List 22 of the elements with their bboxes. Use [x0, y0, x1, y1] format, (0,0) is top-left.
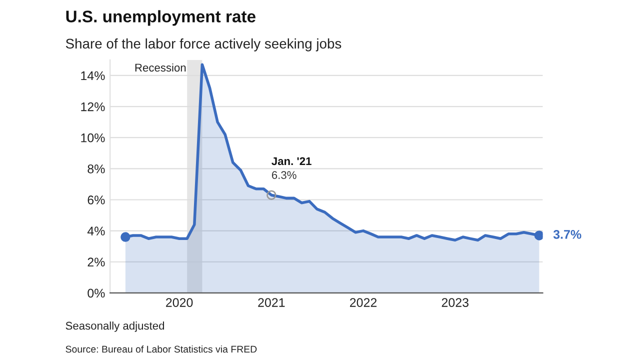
chart-title: U.S. unemployment rate	[66, 10, 256, 26]
band-label: Recession	[135, 63, 186, 72]
point	[534, 230, 543, 240]
y-tick-label: 2%	[88, 258, 105, 266]
data-label: 6.3%	[272, 171, 296, 180]
data-label: 3.7%	[553, 230, 582, 239]
y-tick-label: 10%	[81, 133, 105, 142]
source-note: Source: Bureau of Labor Statistics via FRED	[66, 345, 257, 353]
y-tick-label: 8%	[88, 164, 105, 174]
x-tick-label: 2022	[350, 298, 377, 307]
chart-subtitle: Share of the labor force actively seeking jobs	[66, 38, 342, 52]
x-tick-label: 2020	[166, 298, 193, 307]
y-tick-label: 6%	[88, 196, 105, 204]
x-tick-label: 2021	[258, 298, 285, 307]
y-tick-label: 14%	[81, 71, 105, 80]
y-tick-label: 12%	[81, 102, 105, 112]
annotation: Jan. '21	[272, 157, 312, 166]
text: Seasonally adjusted	[66, 322, 164, 332]
y-tick-label: 4%	[87, 226, 105, 236]
x-tick-label: 2023	[442, 298, 468, 307]
y-tick-label: 0%	[88, 288, 105, 298]
point	[120, 232, 130, 242]
